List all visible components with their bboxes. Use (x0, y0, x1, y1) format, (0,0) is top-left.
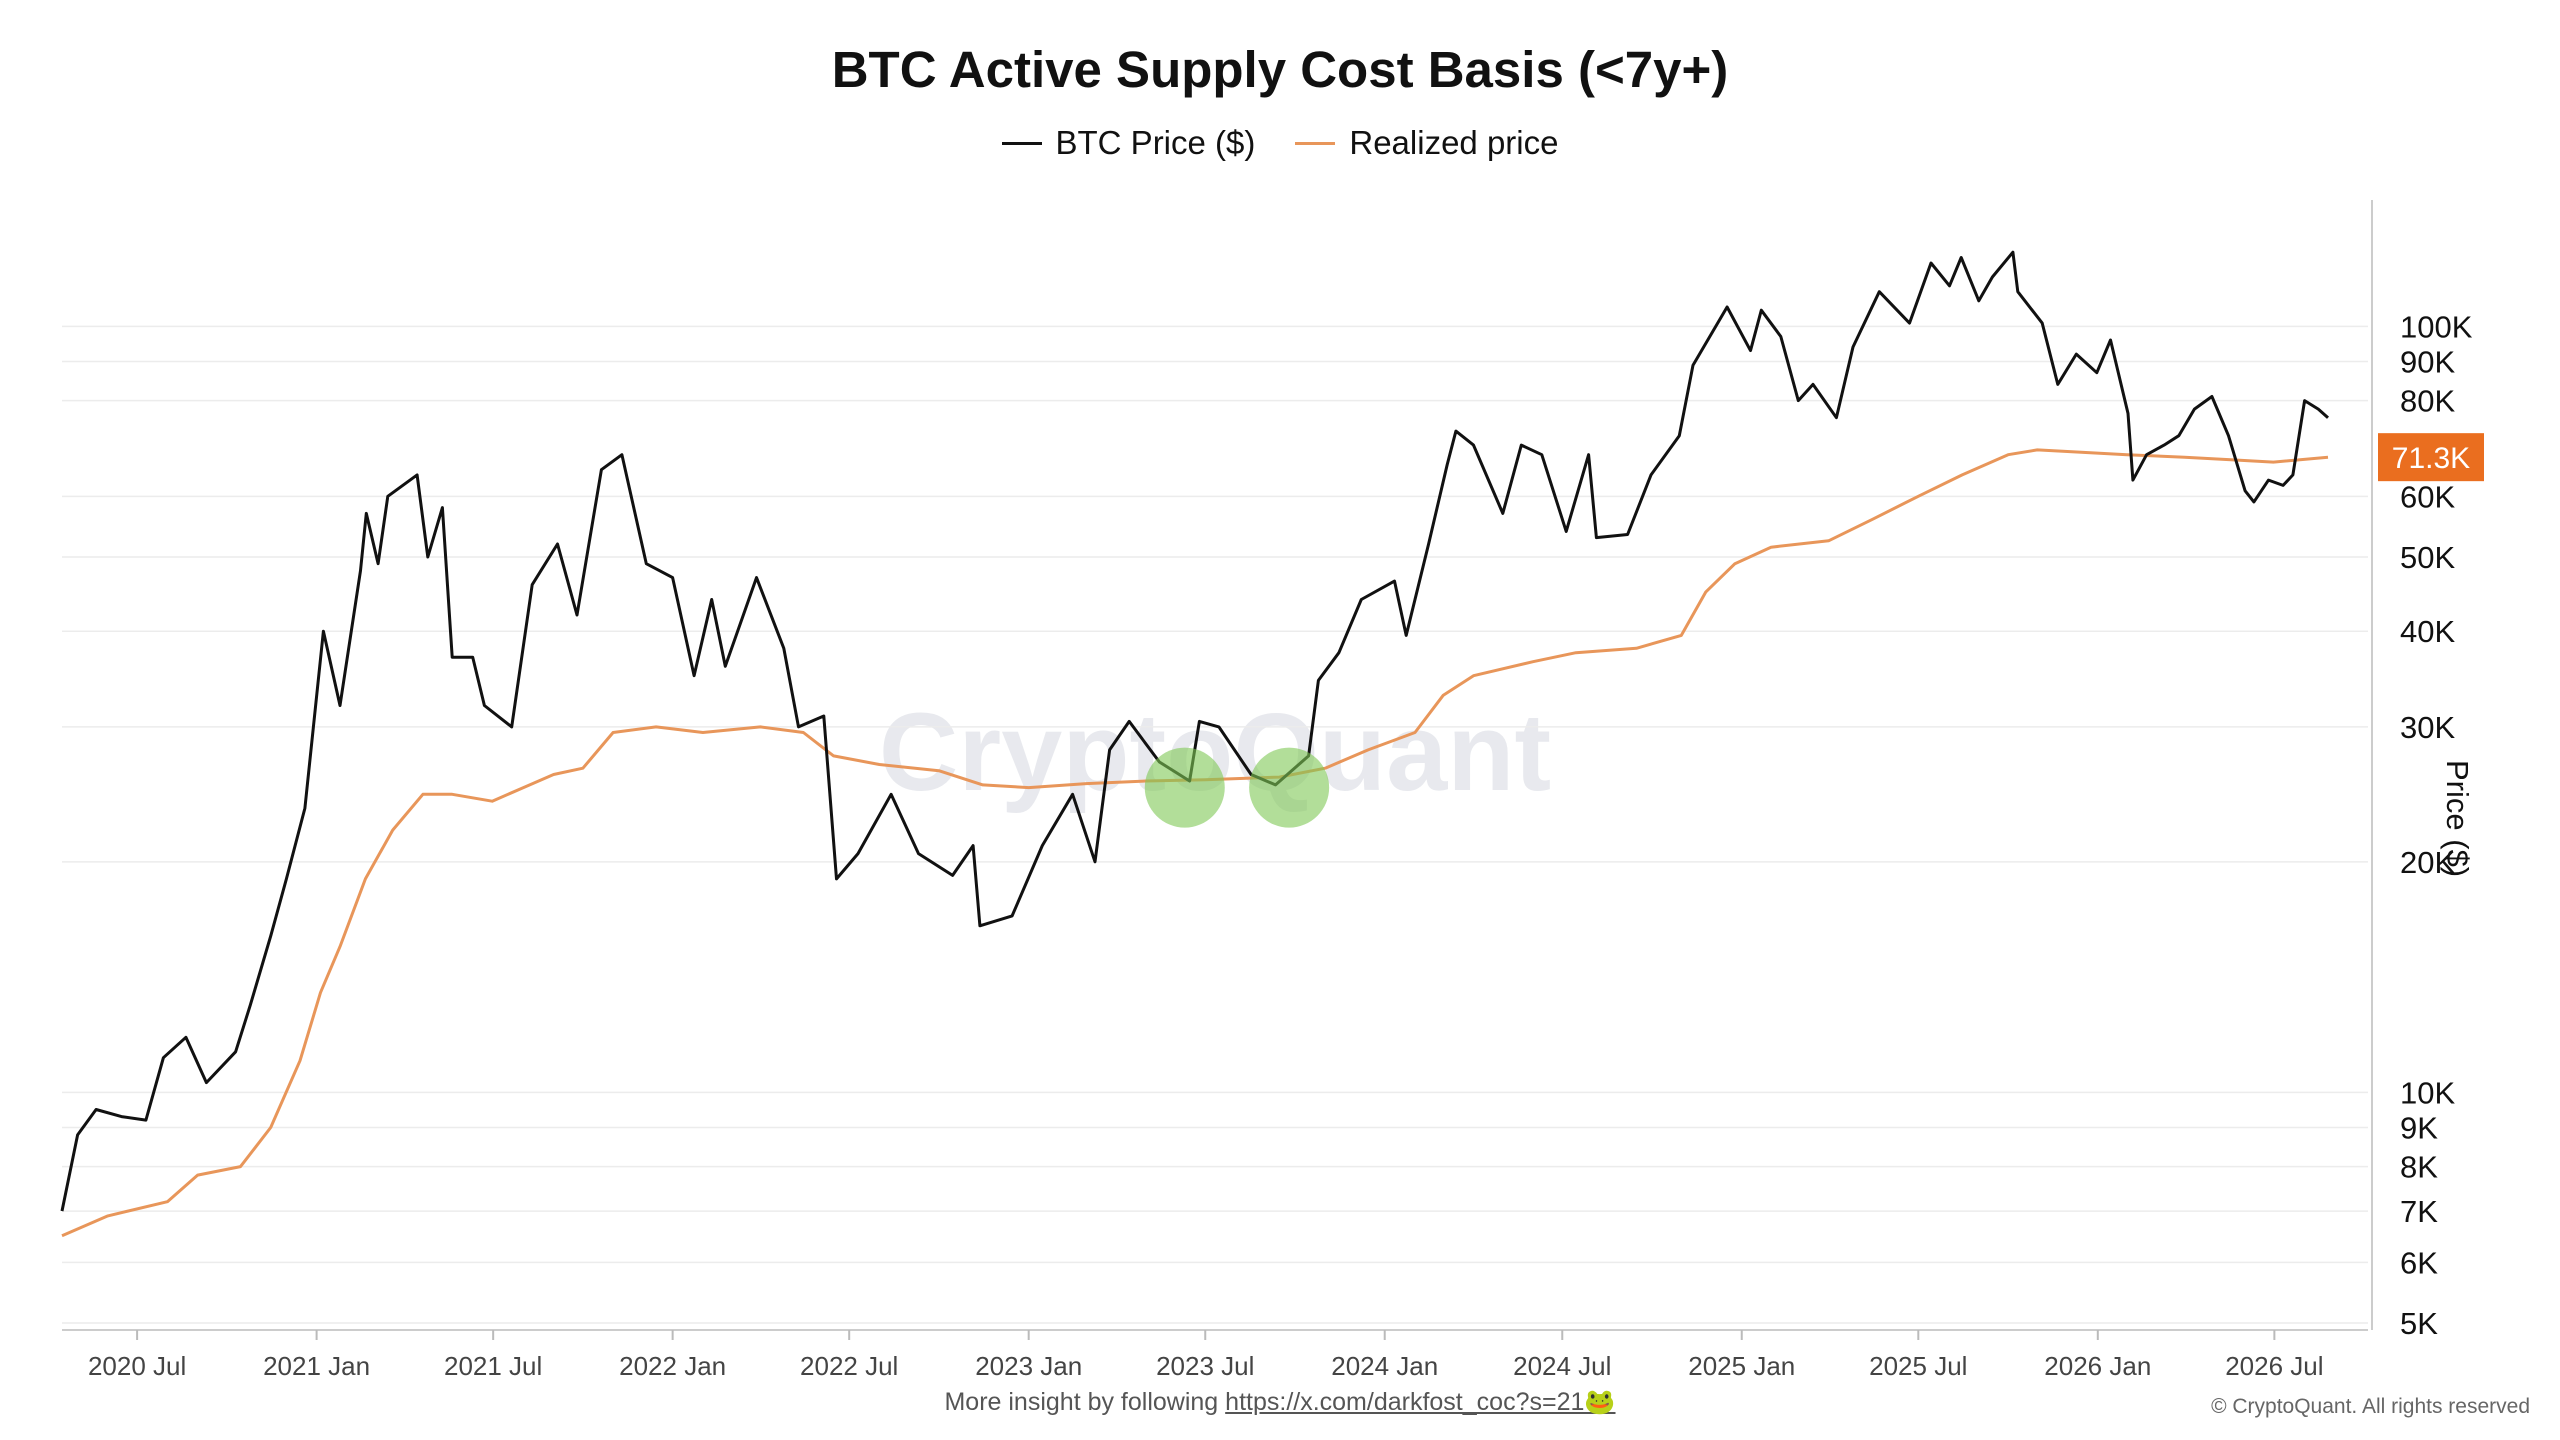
footer-text: More insight by following (944, 1388, 1219, 1416)
x-tick-label: 2025 Jan (1688, 1351, 1795, 1381)
last-value-badge (2378, 433, 2484, 482)
footer-link[interactable]: https://x.com/darkfost_coc?s=21🐸 (1225, 1388, 1616, 1416)
x-tick-label: 2024 Jan (1331, 1351, 1438, 1381)
y-tick-label: 5K (2400, 1306, 2438, 1341)
y-tick-label: 20K (2400, 845, 2455, 880)
copyright: © CryptoQuant. All rights reserved (2211, 1395, 2530, 1418)
legend-label-realized-price: Realized price (1349, 124, 1559, 161)
x-tick-label: 2024 Jul (1513, 1351, 1611, 1381)
legend-item-realized-price[interactable]: Realized price (1295, 124, 1558, 162)
legend: BTC Price ($) Realized price (0, 124, 2560, 162)
y-tick-label: 7K (2400, 1194, 2438, 1229)
highlight-circle (1144, 747, 1225, 828)
y-tick-label: 6K (2400, 1245, 2438, 1280)
legend-swatch-btc-price (1001, 141, 1042, 145)
x-tick-label: 2023 Jul (1156, 1351, 1254, 1381)
y-tick-label: 80K (2400, 384, 2455, 419)
x-tick-label: 2022 Jan (619, 1351, 726, 1381)
y-axis-label: Price ($) (2440, 760, 2475, 878)
y-tick-label: 40K (2400, 614, 2455, 649)
legend-label-btc-price: BTC Price ($) (1055, 124, 1256, 161)
y-tick-label: 9K (2400, 1110, 2438, 1145)
x-tick-label: 2022 Jul (800, 1351, 898, 1381)
x-tick-label: 2026 Jan (2044, 1351, 2151, 1381)
x-tick-label: 2025 Jul (1869, 1351, 1967, 1381)
footer: More insight by following https://x.com/… (0, 1388, 2560, 1417)
highlight-circle (1249, 747, 1330, 828)
y-tick-label: 50K (2400, 540, 2455, 575)
y-tick-label: 10K (2400, 1075, 2455, 1110)
x-tick-label: 2021 Jan (263, 1351, 370, 1381)
x-tick-label: 2023 Jan (975, 1351, 1082, 1381)
legend-swatch-realized-price (1295, 141, 1336, 145)
x-tick-label: 2021 Jul (444, 1351, 542, 1381)
y-tick-label: 100K (2400, 309, 2473, 344)
chart-title: BTC Active Supply Cost Basis (<7y+) (831, 41, 1729, 98)
y-tick-label: 90K (2400, 344, 2455, 379)
series-realized-price-line (61, 448, 2329, 1238)
x-tick-label: 2026 Jul (2225, 1351, 2323, 1381)
legend-item-btc-price[interactable]: BTC Price ($) (1001, 124, 1256, 162)
y-tick-label: 60K (2400, 479, 2455, 514)
x-tick-label: 2020 Jul (88, 1351, 186, 1381)
y-tick-label: 30K (2400, 710, 2455, 745)
y-tick-label: 8K (2400, 1150, 2438, 1185)
last-value-label: 71.3K (2392, 442, 2470, 475)
